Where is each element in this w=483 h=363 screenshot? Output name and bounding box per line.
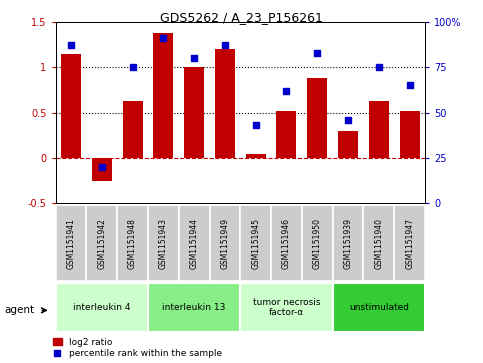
- Point: [252, 122, 259, 128]
- Bar: [56, 283, 148, 332]
- Text: interleukin 4: interleukin 4: [73, 303, 130, 312]
- Text: GSM1151947: GSM1151947: [405, 218, 414, 269]
- Bar: [92, 158, 112, 180]
- Point: [221, 42, 229, 48]
- Bar: [394, 205, 425, 281]
- Bar: [240, 205, 271, 281]
- Text: interleukin 13: interleukin 13: [162, 303, 226, 312]
- Bar: [399, 111, 420, 158]
- Bar: [56, 205, 86, 281]
- Point: [313, 50, 321, 56]
- Text: GSM1151940: GSM1151940: [374, 218, 384, 269]
- Text: agent: agent: [5, 305, 35, 315]
- Point: [190, 55, 198, 61]
- Bar: [276, 111, 297, 158]
- Text: GSM1151939: GSM1151939: [343, 218, 353, 269]
- Text: GSM1151948: GSM1151948: [128, 218, 137, 269]
- Text: GSM1151950: GSM1151950: [313, 218, 322, 269]
- Point: [159, 35, 167, 41]
- Bar: [307, 78, 327, 158]
- Point: [406, 82, 413, 88]
- Point: [375, 64, 383, 70]
- Bar: [246, 154, 266, 158]
- Bar: [61, 54, 81, 158]
- Bar: [333, 205, 364, 281]
- Bar: [184, 67, 204, 158]
- Text: GDS5262 / A_23_P156261: GDS5262 / A_23_P156261: [160, 11, 323, 24]
- Bar: [338, 131, 358, 158]
- Point: [283, 88, 290, 94]
- Text: unstimulated: unstimulated: [349, 303, 409, 312]
- Bar: [148, 205, 179, 281]
- Legend: log2 ratio, percentile rank within the sample: log2 ratio, percentile rank within the s…: [53, 338, 222, 359]
- Bar: [210, 205, 240, 281]
- Bar: [123, 101, 142, 158]
- Point: [98, 164, 106, 170]
- Point: [128, 64, 136, 70]
- Bar: [153, 33, 173, 158]
- Bar: [302, 205, 333, 281]
- Text: GSM1151943: GSM1151943: [159, 218, 168, 269]
- Bar: [369, 101, 389, 158]
- Point: [67, 42, 75, 48]
- Text: GSM1151942: GSM1151942: [97, 218, 106, 269]
- Text: GSM1151941: GSM1151941: [67, 218, 75, 269]
- Bar: [364, 205, 394, 281]
- Bar: [333, 283, 425, 332]
- Text: GSM1151944: GSM1151944: [190, 218, 199, 269]
- Bar: [240, 283, 333, 332]
- Text: GSM1151949: GSM1151949: [220, 218, 229, 269]
- Text: GSM1151945: GSM1151945: [251, 218, 260, 269]
- Bar: [148, 283, 241, 332]
- Bar: [271, 205, 302, 281]
- Bar: [179, 205, 210, 281]
- Bar: [86, 205, 117, 281]
- Bar: [215, 49, 235, 158]
- Text: GSM1151946: GSM1151946: [282, 218, 291, 269]
- Point: [344, 117, 352, 123]
- Text: tumor necrosis
factor-α: tumor necrosis factor-α: [253, 298, 320, 317]
- Bar: [117, 205, 148, 281]
